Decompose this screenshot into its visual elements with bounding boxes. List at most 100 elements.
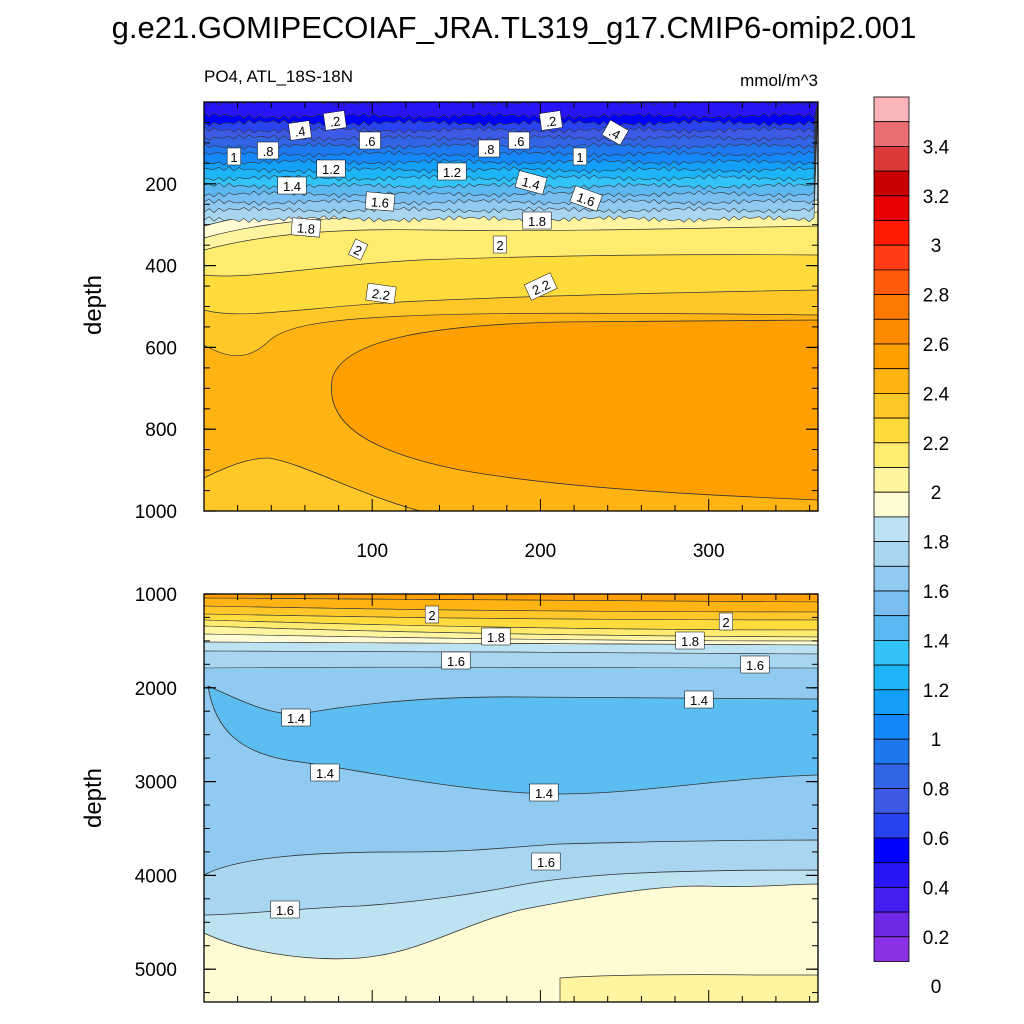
contour-label: 1.8 — [481, 627, 511, 646]
colorbar-tick-label: 3 — [931, 236, 942, 257]
y-tick-label: 200 — [145, 175, 177, 196]
contour-label-text: 1.4 — [287, 711, 305, 726]
y-tick-label: 2000 — [135, 679, 177, 700]
contour-band — [204, 457, 421, 511]
contour-label-text: 1.4 — [283, 179, 301, 194]
colorbar-box — [873, 343, 910, 370]
contour-label: .2 — [539, 110, 563, 131]
colorbar-box — [873, 714, 910, 740]
contour-label-text: 1.6 — [746, 658, 764, 673]
contour-label-box — [529, 783, 559, 802]
contour-label: .2 — [323, 110, 347, 131]
contour-label: 1.6 — [740, 655, 770, 674]
contour-label-text: 1.4 — [316, 766, 334, 781]
contour-label: 1.4 — [684, 690, 714, 709]
colorbar-tick-label: 2.4 — [923, 384, 950, 405]
colorbar-tick-label: 0 — [931, 977, 942, 998]
contour-label: 1.8 — [675, 631, 705, 650]
contour-label: 1.4 — [310, 763, 340, 782]
colorbar-box — [873, 763, 910, 790]
colorbar-box — [873, 862, 910, 888]
y-tick-label: 800 — [145, 420, 177, 441]
contour-label: 2 — [348, 238, 369, 261]
colorbar: 3.4 3.2 3 2.8 2.6 2.4 2.2 2 1.8 1.6 1.4 1.2 1 0.8 0.6 0… — [873, 96, 950, 998]
colorbar-box — [873, 195, 910, 221]
colorbar-labels: 3.4 3.2 3 2.8 2.6 2.4 2.2 2 1.8 1.6 1.4 1.2 1 0.8 0.6 0… — [923, 137, 950, 998]
colorbar-box — [873, 689, 910, 715]
colorbar-box — [873, 121, 910, 147]
contour-label-box — [323, 110, 347, 131]
contour-label-box — [365, 282, 397, 305]
colorbar-box — [873, 170, 910, 197]
contour-label-text: 2 — [428, 608, 435, 623]
contour-label-box — [514, 170, 548, 195]
contour-label-text: 2 — [496, 238, 503, 253]
lower-contour-fill — [204, 594, 818, 1002]
contour-label: 2 — [424, 605, 439, 624]
y-tick-label: 1000 — [135, 585, 177, 606]
contour-label-box — [478, 139, 500, 158]
colorbar-boxes — [873, 96, 910, 962]
contour-label-text: 2 — [722, 615, 729, 630]
colorbar-box — [873, 565, 910, 592]
contour-label-text: 1.8 — [681, 634, 699, 649]
contour-label-box — [281, 708, 311, 727]
colorbar-tick-label: 2.2 — [923, 434, 949, 455]
y-tick-label: 5000 — [135, 960, 177, 981]
contour-label-text: 1.8 — [296, 220, 315, 237]
colorbar-tick-label: 1.6 — [923, 582, 949, 603]
contour-band — [204, 102, 818, 120]
x-tick-label: 200 — [525, 541, 557, 562]
colorbar-tick-label: 2.6 — [923, 335, 949, 356]
contour-label-text: 1.2 — [443, 165, 461, 180]
colorbar-box — [873, 615, 910, 641]
colorbar-box — [873, 392, 910, 419]
contour-label: 1.6 — [364, 191, 396, 212]
contour-label-text: 1.8 — [528, 214, 546, 229]
contour-label-text: .4 — [294, 123, 307, 139]
contour-label-text: .6 — [514, 134, 525, 149]
colorbar-box — [873, 145, 910, 172]
colorbar-box — [873, 738, 910, 765]
lower-panel: 2 1.8 1.6 1.4 1.4 1.4 1.6 1.6 2 1.8 1.6 1.4 1000 200… — [80, 585, 819, 1003]
colorbar-box — [873, 417, 910, 444]
contour-label-box — [740, 655, 770, 674]
contour-label-text: 1.6 — [447, 654, 465, 669]
panel-units-label: mmol/m^3 — [740, 71, 818, 90]
colorbar-box — [873, 541, 910, 567]
colorbar-box — [873, 812, 910, 839]
contour-label-box — [257, 141, 279, 160]
contour-band — [204, 650, 818, 669]
contour-label-box — [441, 651, 471, 670]
colorbar-box — [873, 442, 910, 468]
colorbar-tick-label: 1.8 — [923, 533, 949, 554]
contour-label-text: .2 — [329, 113, 342, 129]
contour-label: .4 — [288, 120, 312, 141]
colorbar-tick-label: 3.4 — [923, 137, 950, 158]
contour-label-text: 1.6 — [537, 855, 555, 870]
contour-label-box — [718, 612, 733, 631]
colorbar-box — [873, 220, 910, 246]
contour-label: 1.4 — [514, 170, 548, 195]
colorbar-tick-label: 3.2 — [923, 187, 949, 208]
contour-label-box — [569, 185, 603, 212]
contour-label-box — [270, 900, 300, 919]
contour-label-box — [277, 176, 307, 195]
contour-label-text: 1.2 — [322, 162, 340, 177]
lower-plot-frame — [203, 593, 819, 1003]
contour-label: 1.6 — [569, 185, 603, 212]
colorbar-tick-label: 0.2 — [923, 928, 949, 949]
contour-label: 2.2 — [523, 272, 558, 301]
contour-label: .6 — [508, 131, 530, 150]
contour-label: .8 — [257, 141, 279, 160]
contour-label-box — [539, 110, 563, 131]
contour-band — [204, 883, 818, 1002]
contour-label-box — [508, 131, 530, 150]
colorbar-box — [873, 96, 910, 123]
colorbar-box — [873, 368, 910, 394]
colorbar-box — [873, 911, 910, 938]
colorbar-box — [873, 788, 910, 814]
colorbar-tick-label: 1.2 — [923, 681, 949, 702]
contour-label-text: .2 — [545, 113, 558, 129]
